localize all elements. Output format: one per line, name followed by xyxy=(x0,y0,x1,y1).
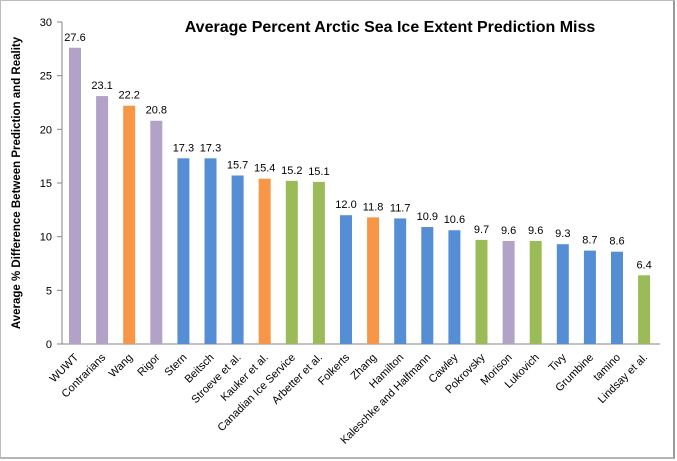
bar xyxy=(638,275,651,344)
data-label: 15.2 xyxy=(281,165,302,177)
bar xyxy=(96,96,109,344)
data-label: 10.9 xyxy=(417,211,438,223)
data-label: 15.4 xyxy=(254,163,275,175)
bar xyxy=(448,230,461,344)
data-label: 23.1 xyxy=(91,80,112,92)
data-label: 12.0 xyxy=(335,199,356,211)
data-label: 17.3 xyxy=(173,142,194,154)
x-tick-label: Wang xyxy=(107,352,136,381)
bar xyxy=(502,240,515,344)
bar xyxy=(529,240,542,344)
y-tick-label: 20 xyxy=(40,124,52,136)
y-tick-label: 15 xyxy=(40,178,52,190)
data-label: 15.1 xyxy=(308,166,329,178)
data-label: 11.8 xyxy=(363,201,384,213)
bars xyxy=(69,47,651,344)
bar xyxy=(258,178,271,344)
data-label: 15.7 xyxy=(227,159,248,171)
data-label: 8.6 xyxy=(609,236,624,248)
bar xyxy=(285,180,298,344)
y-tick-label: 30 xyxy=(40,17,52,29)
y-tick-label: 0 xyxy=(46,339,52,351)
y-tick-label: 5 xyxy=(46,285,52,297)
bar xyxy=(475,239,488,344)
data-label: 6.4 xyxy=(636,259,651,271)
data-label: 22.2 xyxy=(118,90,139,102)
bar xyxy=(150,120,163,344)
bar xyxy=(312,181,325,344)
bar xyxy=(394,218,407,344)
bar xyxy=(177,158,190,344)
y-axis: 0 5 10 15 20 25 30 xyxy=(40,17,63,351)
x-tick-label: Tivy xyxy=(546,351,569,374)
data-label: 9.3 xyxy=(555,228,570,240)
bar xyxy=(421,227,434,344)
bar xyxy=(231,175,244,344)
data-label: 10.6 xyxy=(444,214,465,226)
y-tick-label: 10 xyxy=(40,232,52,244)
bar xyxy=(340,215,352,344)
data-label: 9.7 xyxy=(474,224,489,236)
y-tick-label: 25 xyxy=(40,71,52,83)
chart-title: Average Percent Arctic Sea Ice Extent Pr… xyxy=(185,19,596,36)
y-axis-title: Average % Difference Between Prediction … xyxy=(11,36,23,329)
data-label: 11.7 xyxy=(390,202,411,214)
bar xyxy=(204,158,217,344)
data-label: 8.7 xyxy=(582,235,597,247)
data-label: 20.8 xyxy=(146,105,167,117)
data-label: 17.3 xyxy=(200,142,221,154)
bar xyxy=(123,105,136,344)
bar xyxy=(556,244,569,344)
bar xyxy=(69,47,81,344)
data-label: 9.6 xyxy=(528,225,543,237)
data-label: 9.6 xyxy=(501,225,516,237)
x-tick-label: Rigor xyxy=(135,351,162,378)
data-labels: 27.6 23.1 22.2 20.8 17.3 17.3 15.7 15.4 15.2 15.1… xyxy=(64,32,651,272)
bar xyxy=(367,217,380,344)
bar xyxy=(611,251,623,344)
bar xyxy=(583,250,596,344)
data-label: 27.6 xyxy=(64,32,85,44)
